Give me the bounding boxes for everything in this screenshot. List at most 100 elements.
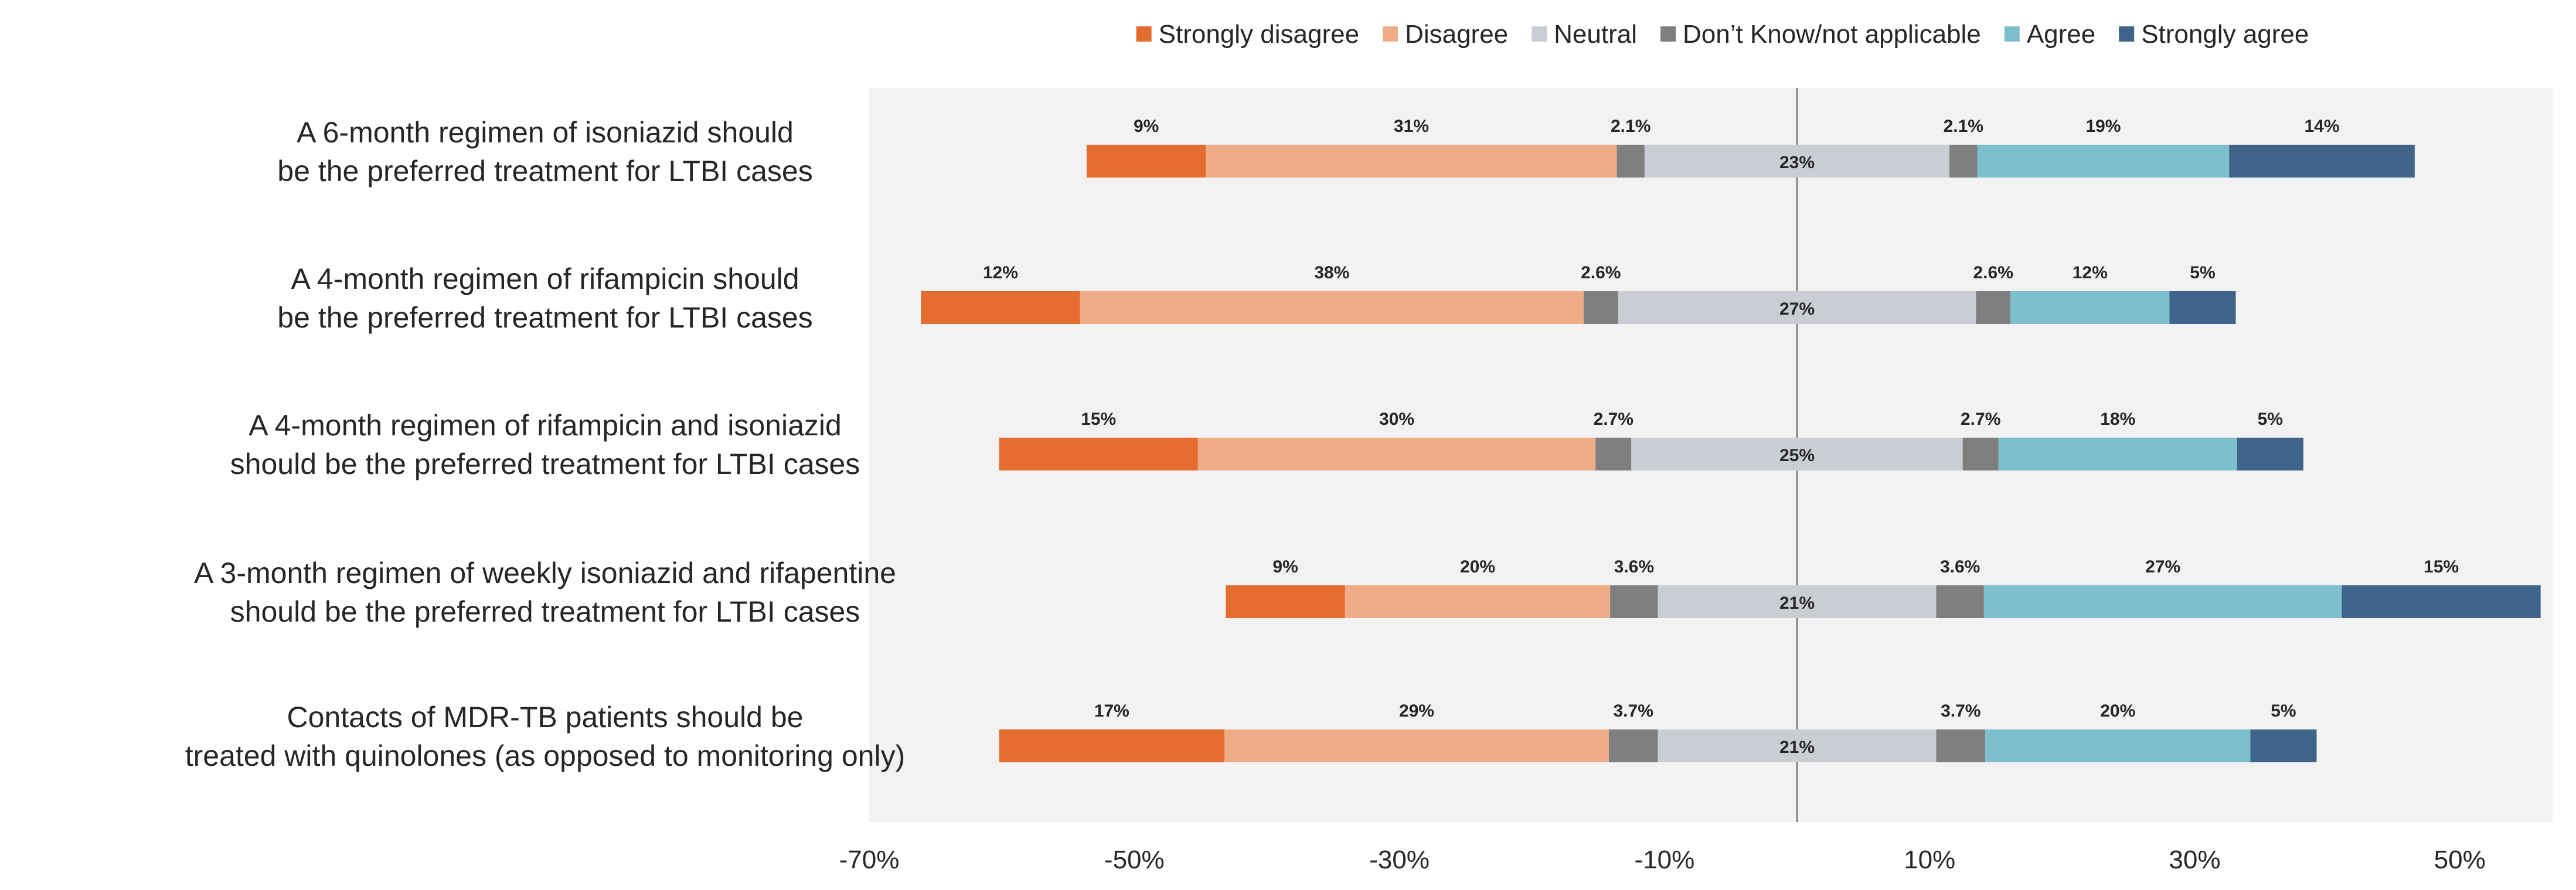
- data-label: 14%: [2304, 117, 2339, 136]
- legend: Strongly disagree Disagree Neutral Don’t Kn…: [1136, 20, 2309, 49]
- data-label: 9%: [1134, 117, 1159, 136]
- bar-segment: [1936, 729, 1986, 762]
- legend-swatch: [1383, 26, 1398, 42]
- data-label: 2.6%: [1973, 263, 2013, 282]
- data-label: 5%: [2258, 410, 2283, 429]
- bar-segment: [1224, 729, 1609, 762]
- bar-segment: [1595, 438, 1632, 470]
- bar-segment: [1197, 438, 1596, 470]
- bar-segment: [1080, 291, 1584, 324]
- bar-segment: [1962, 438, 1999, 470]
- category-label: A 6-month regimen of isoniazid should be …: [277, 116, 812, 187]
- data-label: 27%: [1779, 299, 1815, 319]
- legend-swatch: [1136, 26, 1152, 42]
- legend-item: Agree: [2004, 20, 2095, 49]
- data-label: 3.7%: [1614, 701, 1653, 721]
- category-label-line: treated with quinolones (as opposed to m…: [185, 739, 906, 772]
- data-label: 29%: [1399, 701, 1434, 721]
- legend-item: Don’t Know/not applicable: [1660, 20, 1981, 49]
- data-label: 2.7%: [1594, 410, 1634, 429]
- bar-series: [921, 145, 2541, 762]
- bar-segment: [1086, 145, 1206, 178]
- data-label: 27%: [2145, 557, 2180, 577]
- category-label: Contacts of MDR-TB patients should be tre…: [185, 701, 906, 772]
- data-label: 23%: [1779, 153, 1815, 172]
- bar-segment: [1644, 145, 1950, 178]
- category-label-line: A 6-month regimen of isoniazid should: [297, 116, 794, 149]
- data-label: 9%: [1272, 557, 1298, 577]
- category-label: A 4-month regimen of rifampicin should be…: [277, 262, 812, 334]
- data-label: 2.6%: [1581, 263, 1621, 282]
- category-labels: A 6-month regimen of isoniazid should be …: [185, 116, 906, 772]
- bar-segment: [999, 438, 1198, 470]
- legend-label: Disagree: [1405, 20, 1508, 49]
- bar-segment: [1583, 291, 1618, 324]
- x-tick-label: 50%: [2434, 845, 2486, 874]
- legend-swatch: [2004, 26, 2020, 42]
- bar-segment: [2229, 145, 2415, 178]
- x-tick-label: -70%: [839, 845, 900, 874]
- bar-segment: [1658, 729, 1937, 762]
- category-label: A 3-month regimen of weekly isoniazid an…: [194, 557, 896, 628]
- data-label: 21%: [1779, 594, 1815, 613]
- legend-swatch: [1660, 26, 1676, 42]
- data-labels: 9% 31% 2.1% 23% 2.1% 19% 14% 12% 38% 2.6% 27% 2.6% 1…: [983, 117, 2459, 757]
- bar-segment: [1976, 291, 2011, 324]
- bar-segment: [1983, 585, 2342, 618]
- bar-segment: [1345, 585, 1611, 618]
- bar-segment: [2250, 729, 2317, 762]
- data-label: 25%: [1779, 446, 1815, 465]
- data-label: 3.6%: [1940, 557, 1980, 577]
- bar-segment: [1998, 438, 2237, 470]
- bar-segment: [1206, 145, 1617, 178]
- category-label-line: Contacts of MDR-TB patients should be: [287, 701, 804, 734]
- category-label-line: A 3-month regimen of weekly isoniazid an…: [194, 557, 896, 589]
- bar-segment: [1936, 585, 1984, 618]
- data-label: 20%: [1460, 557, 1495, 577]
- category-label-line: A 4-month regimen of rifampicin should: [291, 262, 799, 295]
- x-tick-label: 10%: [1904, 845, 1955, 874]
- legend-item: Disagree: [1383, 20, 1508, 49]
- bar-segment: [1985, 729, 2251, 762]
- bar-segment: [1610, 585, 1658, 618]
- category-label-line: should be the preferred treatment for LT…: [230, 595, 860, 628]
- legend-label: Strongly disagree: [1159, 20, 1359, 49]
- bar-segment: [1226, 585, 1345, 618]
- bar-segment: [1618, 291, 1976, 324]
- category-label-line: should be the preferred treatment for LT…: [230, 448, 860, 480]
- bar-segment: [1617, 145, 1645, 178]
- bar-segment: [2237, 438, 2303, 470]
- x-axis: -70% -50% -30% -10% 10% 30% 50%: [839, 88, 2486, 874]
- legend-item: Strongly agree: [2119, 20, 2309, 49]
- data-label: 30%: [1379, 410, 1414, 429]
- bar-segment: [1949, 145, 1978, 178]
- category-label: A 4-month regimen of rifampicin and ison…: [230, 409, 860, 480]
- data-label: 15%: [1081, 410, 1116, 429]
- x-tick-label: -30%: [1369, 845, 1430, 874]
- data-label: 21%: [1779, 738, 1815, 757]
- x-tick-label: -10%: [1634, 845, 1694, 874]
- legend-label: Don’t Know/not applicable: [1683, 20, 1981, 49]
- bar-segment: [921, 291, 1080, 324]
- data-label: 2.7%: [1961, 410, 2000, 429]
- legend-label: Strongly agree: [2141, 20, 2309, 49]
- data-label: 17%: [1094, 701, 1129, 721]
- legend-item: Neutral: [1532, 20, 1637, 49]
- bar-segment: [999, 729, 1225, 762]
- bar-segment: [1658, 585, 1937, 618]
- category-label-line: be the preferred treatment for LTBI case…: [277, 155, 812, 187]
- bar-segment: [1977, 145, 2230, 178]
- category-label-line: be the preferred treatment for LTBI case…: [277, 301, 812, 334]
- bar-segment: [2010, 291, 2170, 324]
- data-label: 19%: [2085, 117, 2121, 136]
- x-tick-label: 30%: [2169, 845, 2220, 874]
- data-label: 38%: [1314, 263, 1349, 282]
- legend-swatch: [1532, 26, 1547, 42]
- bar-segment: [2342, 585, 2541, 618]
- data-label: 18%: [2100, 410, 2135, 429]
- data-label: 20%: [2100, 701, 2135, 721]
- legend-label: Agree: [2027, 20, 2095, 49]
- data-label: 12%: [983, 263, 1018, 282]
